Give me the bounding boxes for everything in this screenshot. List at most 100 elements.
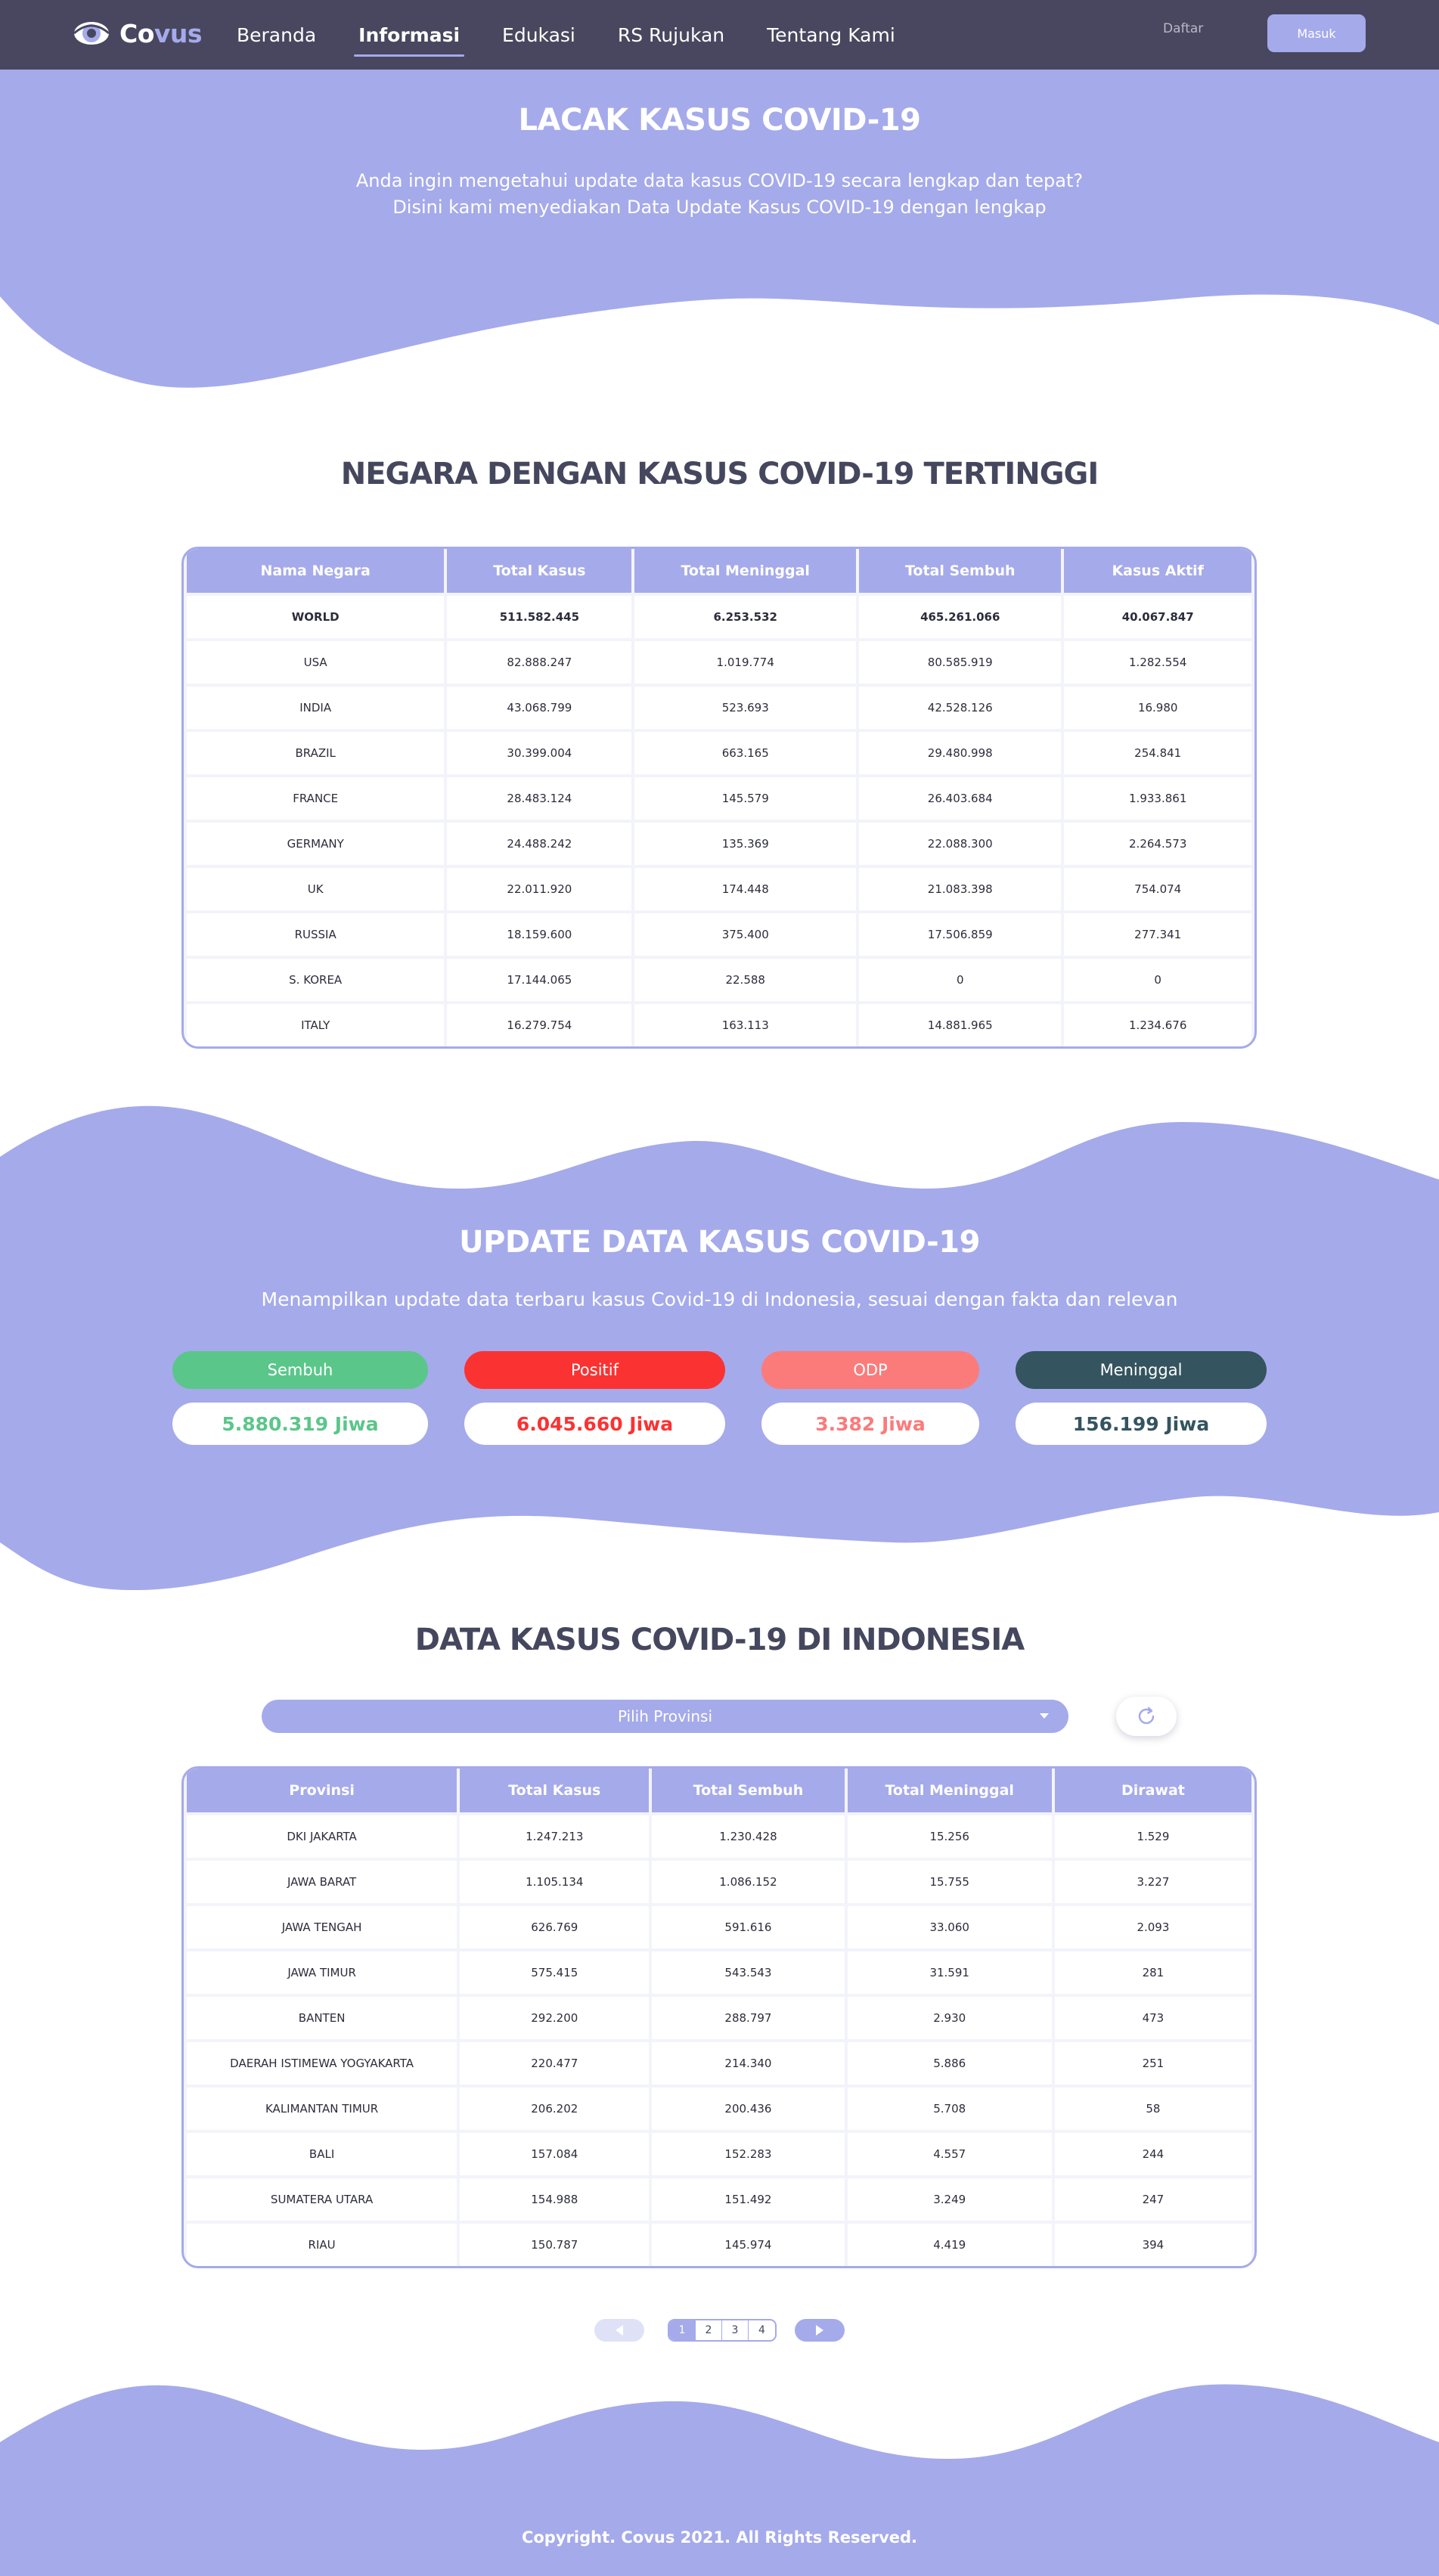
table-row: BRAZIL 30.399.004 663.165 29.480.998 254.841 (187, 729, 1251, 774)
col-header[interactable]: Total Meninggal (847, 1768, 1052, 1812)
col-header[interactable]: Total Kasus (447, 549, 632, 593)
world-section-title: NEGARA DENGAN KASUS COVID-19 TERTINGGI (340, 457, 1099, 491)
page-4-button[interactable]: 4 (758, 2324, 765, 2336)
hero-wave-background (0, 70, 1439, 388)
hero-title: LACAK KASUS COVID-19 (518, 103, 922, 138)
next-page-button[interactable] (795, 2319, 845, 2342)
nav-beranda[interactable]: Beranda (237, 23, 317, 46)
stat-value: 6.045.660 Jiwa (464, 1403, 725, 1445)
table-row: DAERAH ISTIMEWA YOGYAKARTA 220.477 214.340… (187, 2039, 1251, 2085)
table-cell-col-1: 30.399.004 (447, 729, 632, 774)
table-cell-col-1: 575.415 (460, 1948, 650, 1994)
triangle-left-icon (616, 2325, 623, 2336)
table-row: WORLD 511.582.445 6.253.532 465.261.066 40.0… (187, 593, 1251, 638)
nav-informasi[interactable]: Informasi (354, 24, 464, 57)
register-button[interactable]: Daftar (1163, 21, 1204, 36)
table-cell-col-1: 1.105.134 (460, 1858, 650, 1903)
table-cell-col-0: FRANCE (187, 774, 445, 820)
table-cell-col-4: 1.282.554 (1064, 638, 1251, 684)
refresh-icon (1138, 1706, 1155, 1725)
table-cell-col-3: 21.083.398 (859, 865, 1062, 910)
table-row: USA 82.888.247 1.019.774 80.585.919 1.282.55… (187, 638, 1251, 684)
table-cell-col-1: 16.279.754 (447, 1001, 632, 1046)
table-cell-col-2: 523.693 (634, 684, 857, 729)
col-header[interactable]: Kasus Aktif (1064, 549, 1251, 593)
table-cell-col-4: 1.933.861 (1064, 774, 1251, 820)
table-cell-col-2: 1.230.428 (652, 1812, 845, 1858)
table-cell-col-4: 244 (1054, 2130, 1251, 2175)
col-header[interactable]: Nama Negara (187, 549, 445, 593)
nav-rs-rujukan[interactable]: RS Rujukan (617, 23, 725, 46)
table-cell-col-2: 214.340 (652, 2039, 845, 2085)
table-cell-col-1: 206.202 (460, 2085, 650, 2130)
table-cell-col-2: 663.165 (634, 729, 857, 774)
table-cell-col-4: 16.980 (1064, 684, 1251, 729)
update-wave-background (0, 1105, 1439, 1591)
login-button[interactable]: Masuk (1267, 14, 1366, 52)
table-cell-col-0: S. KOREA (187, 956, 445, 1001)
page-1-button[interactable]: 1 (669, 2320, 696, 2340)
table-cell-col-2: 163.113 (634, 1001, 857, 1046)
table-row: UK 22.011.920 174.448 21.083.398 754.074 (187, 865, 1251, 910)
table-cell-col-0: SUMATERA UTARA (187, 2175, 457, 2221)
table-row: BALI 157.084 152.283 4.557 244 (187, 2130, 1251, 2175)
table-cell-col-4: 0 (1064, 956, 1251, 1001)
col-header[interactable]: Total Kasus (460, 1768, 650, 1812)
refresh-button[interactable] (1116, 1697, 1177, 1736)
page-2-button[interactable]: 2 (696, 2320, 722, 2340)
table-cell-col-4: 277.341 (1064, 910, 1251, 956)
table-cell-col-0: JAWA TENGAH (187, 1903, 457, 1948)
table-cell-col-3: 80.585.919 (859, 638, 1062, 684)
table-cell-col-2: 1.019.774 (634, 638, 857, 684)
col-header[interactable]: Total Meninggal (634, 549, 857, 593)
virus-eye-icon (73, 22, 110, 45)
page-3-button[interactable]: 3 (722, 2320, 749, 2340)
table-cell-col-2: 1.086.152 (652, 1858, 845, 1903)
brand-logo[interactable]: Covus (73, 18, 203, 48)
table-row: INDIA 43.068.799 523.693 42.528.126 16.980 (187, 684, 1251, 729)
nav-tentang-kami[interactable]: Tentang Kami (767, 23, 895, 46)
table-cell-col-4: 247 (1054, 2175, 1251, 2221)
pagination: 1 2 3 4 (668, 2319, 777, 2342)
footer-copyright: Copyright. Covus 2021. All Rights Reserv… (521, 2528, 918, 2547)
table-cell-col-0: JAWA BARAT (187, 1858, 457, 1903)
table-cell-col-2: 543.543 (652, 1948, 845, 1994)
province-select[interactable]: Pilih Provinsi (262, 1700, 1068, 1733)
table-cell-col-0: DAERAH ISTIMEWA YOGYAKARTA (187, 2039, 457, 2085)
indonesia-table: Provinsi Total Kasus Total Sembuh Total … (181, 1766, 1257, 2268)
table-cell-col-0: BALI (187, 2130, 457, 2175)
table-cell-col-1: 22.011.920 (447, 865, 632, 910)
table-cell-col-0: GERMANY (187, 820, 445, 865)
table-cell-col-4: 394 (1054, 2221, 1251, 2266)
table-cell-col-3: 4.557 (847, 2130, 1052, 2175)
table-cell-col-2: 6.253.532 (634, 593, 857, 638)
stat-label: ODP (761, 1351, 979, 1389)
col-header[interactable]: Provinsi (187, 1768, 457, 1812)
table-row: JAWA BARAT 1.105.134 1.086.152 15.755 3.227 (187, 1858, 1251, 1903)
table-cell-col-4: 2.093 (1054, 1903, 1251, 1948)
table-cell-col-2: 151.492 (652, 2175, 845, 2221)
table-cell-col-0: BANTEN (187, 1994, 457, 2039)
prev-page-button[interactable] (594, 2319, 644, 2342)
stat-card-positif: Positif 6.045.660 Jiwa (464, 1351, 725, 1445)
table-row: BANTEN 292.200 288.797 2.930 473 (187, 1994, 1251, 2039)
province-select-label: Pilih Provinsi (617, 1707, 713, 1725)
table-cell-col-1: 157.084 (460, 2130, 650, 2175)
col-header[interactable]: Dirawat (1054, 1768, 1251, 1812)
col-header[interactable]: Total Sembuh (859, 549, 1062, 593)
table-cell-col-0: RUSSIA (187, 910, 445, 956)
table-cell-col-4: 40.067.847 (1064, 593, 1251, 638)
table-header-row: Nama Negara Total Kasus Total Meninggal … (187, 549, 1251, 593)
update-section-title: UPDATE DATA KASUS COVID-19 (459, 1225, 980, 1260)
nav-links: Beranda Informasi Edukasi RS Rujukan Ten… (232, 0, 933, 70)
col-header[interactable]: Total Sembuh (652, 1768, 845, 1812)
table-cell-col-0: INDIA (187, 684, 445, 729)
table-cell-col-3: 29.480.998 (859, 729, 1062, 774)
table-cell-col-2: 145.579 (634, 774, 857, 820)
nav-edukasi[interactable]: Edukasi (502, 23, 575, 46)
table-row: DKI JAKARTA 1.247.213 1.230.428 15.256 1.529 (187, 1812, 1251, 1858)
table-header-row: Provinsi Total Kasus Total Sembuh Total … (187, 1768, 1251, 1812)
table-cell-col-4: 473 (1054, 1994, 1251, 2039)
table-cell-col-3: 3.249 (847, 2175, 1052, 2221)
table-cell-col-4: 1.234.676 (1064, 1001, 1251, 1046)
